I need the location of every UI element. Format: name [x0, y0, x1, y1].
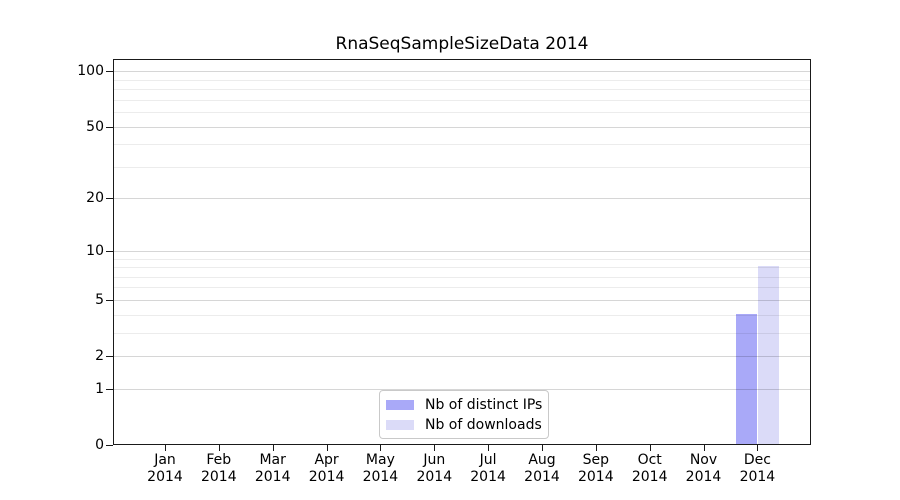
chart-title: RnaSeqSampleSizeData 2014 [335, 34, 589, 54]
y-tick-label: 10 [86, 242, 104, 259]
year-label: 2014 [685, 469, 722, 485]
legend-swatch-downloads [386, 419, 414, 430]
month-label: May [365, 452, 395, 468]
x-tick-mark [650, 445, 651, 451]
bar-distinct-ips-dec [735, 313, 758, 444]
x-tick-mark [434, 445, 435, 451]
year-label: 2014 [577, 469, 614, 485]
month-label: Mar [259, 452, 286, 468]
y-tick-mark [106, 251, 113, 252]
x-tick-mark [757, 445, 758, 451]
month-label: Oct [637, 452, 662, 468]
x-tick-label: Mar 2014 [241, 452, 305, 486]
y-tick-mark [106, 127, 113, 128]
month-label: Aug [528, 452, 556, 468]
month-label: Nov [689, 452, 718, 468]
legend: Nb of distinct IPs Nb of downloads [379, 390, 549, 439]
minor-gridline [114, 287, 810, 289]
month-label: Jan [154, 452, 176, 468]
y-tick-label: 50 [86, 118, 104, 135]
x-tick-mark [327, 445, 328, 451]
minor-gridline [114, 166, 810, 168]
year-label: 2014 [362, 469, 399, 485]
minor-gridline [114, 79, 810, 81]
minor-gridline [114, 276, 810, 278]
year-label: 2014 [147, 469, 183, 485]
y-tick-label: 5 [95, 291, 104, 308]
x-tick-label: Nov 2014 [672, 452, 736, 486]
x-tick-mark [165, 445, 166, 451]
minor-gridline [114, 258, 810, 260]
month-label: Dec [743, 452, 771, 468]
y-tick-mark [106, 198, 113, 199]
x-tick-mark [273, 445, 274, 451]
x-tick-label: Jan 2014 [133, 452, 197, 486]
x-tick-label: Jun 2014 [402, 452, 466, 486]
major-gridline [114, 388, 810, 390]
month-label: Jun [423, 452, 446, 468]
year-label: 2014 [524, 469, 560, 485]
year-label: 2014 [254, 469, 291, 485]
plot-area [113, 59, 811, 445]
minor-gridline [114, 112, 810, 113]
x-tick-label: Aug 2014 [510, 452, 574, 486]
major-gridline [114, 250, 810, 252]
x-tick-mark [542, 445, 543, 451]
minor-gridline [114, 314, 810, 316]
x-tick-label: Oct 2014 [618, 452, 682, 486]
y-tick-mark [106, 445, 113, 446]
year-label: 2014 [739, 469, 776, 485]
minor-gridline [114, 99, 810, 101]
x-tick-label: Dec 2014 [725, 452, 789, 486]
month-label: Feb [206, 452, 232, 468]
year-label: 2014 [470, 469, 506, 485]
major-gridline [114, 126, 810, 128]
y-tick-mark [106, 300, 113, 301]
month-label: Jul [479, 452, 497, 468]
x-tick-label: Jul 2014 [456, 452, 520, 486]
y-tick-mark [106, 389, 113, 390]
y-tick-label: 100 [77, 63, 104, 80]
x-tick-label: Feb 2014 [187, 452, 251, 486]
legend-entry: Nb of distinct IPs [386, 395, 543, 415]
y-tick-mark [106, 356, 113, 357]
x-tick-label: Apr 2014 [295, 452, 359, 486]
major-gridline [114, 198, 810, 200]
x-tick-mark [704, 445, 705, 451]
y-tick-mark [106, 71, 113, 72]
major-gridline [114, 71, 810, 73]
year-label: 2014 [631, 469, 668, 485]
x-tick-mark [380, 445, 381, 451]
legend-label: Nb of distinct IPs [425, 396, 543, 413]
major-gridline [114, 299, 810, 301]
minor-gridline [114, 332, 810, 334]
legend-swatch-distinct-ips [386, 399, 414, 410]
y-tick-label: 1 [95, 380, 104, 397]
x-tick-mark [488, 445, 489, 451]
x-tick-mark [219, 445, 220, 451]
year-label: 2014 [308, 469, 345, 485]
year-label: 2014 [416, 469, 453, 485]
x-tick-label: May 2014 [348, 452, 412, 486]
legend-entry: Nb of downloads [386, 415, 542, 435]
y-tick-label: 2 [95, 348, 104, 364]
month-label: Apr [314, 452, 339, 468]
minor-gridline [114, 89, 810, 90]
x-tick-mark [596, 445, 597, 451]
y-tick-label: 0 [95, 437, 104, 453]
legend-label: Nb of downloads [425, 416, 542, 433]
bar-downloads-dec [758, 266, 779, 444]
year-label: 2014 [200, 469, 237, 485]
major-gridline [114, 356, 810, 357]
minor-gridline [114, 267, 810, 268]
month-label: Sep [582, 452, 609, 468]
y-tick-label: 20 [86, 190, 104, 207]
x-tick-label: Sep 2014 [564, 452, 628, 486]
minor-gridline [114, 144, 810, 146]
